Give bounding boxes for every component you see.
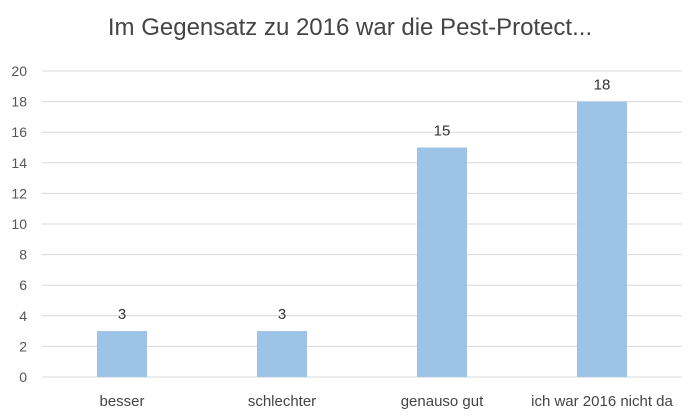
y-tick-label: 20 — [11, 63, 27, 79]
y-tick-label: 16 — [11, 124, 27, 140]
bar — [577, 101, 627, 377]
y-tick-label: 2 — [19, 338, 27, 354]
y-tick-label: 10 — [11, 216, 27, 232]
data-label: 15 — [434, 123, 451, 140]
bar — [417, 147, 467, 377]
data-label: 3 — [278, 306, 286, 323]
chart-title: Im Gegensatz zu 2016 war die Pest-Protec… — [107, 14, 593, 41]
y-tick-label: 4 — [19, 308, 27, 324]
data-label: 18 — [594, 77, 611, 94]
bar — [257, 331, 307, 377]
x-category-label: genauso gut — [401, 393, 484, 410]
data-label: 3 — [118, 306, 126, 323]
y-tick-label: 8 — [19, 247, 27, 263]
y-tick-label: 12 — [11, 185, 27, 201]
y-tick-label: 14 — [11, 155, 27, 171]
y-tick-label: 0 — [19, 369, 27, 385]
y-tick-label: 18 — [11, 94, 27, 110]
y-tick-label: 6 — [19, 277, 27, 293]
bar — [97, 331, 147, 377]
x-category-label: ich war 2016 nicht da — [531, 393, 673, 410]
x-category-label: schlechter — [248, 393, 316, 410]
x-category-label: besser — [99, 393, 144, 410]
